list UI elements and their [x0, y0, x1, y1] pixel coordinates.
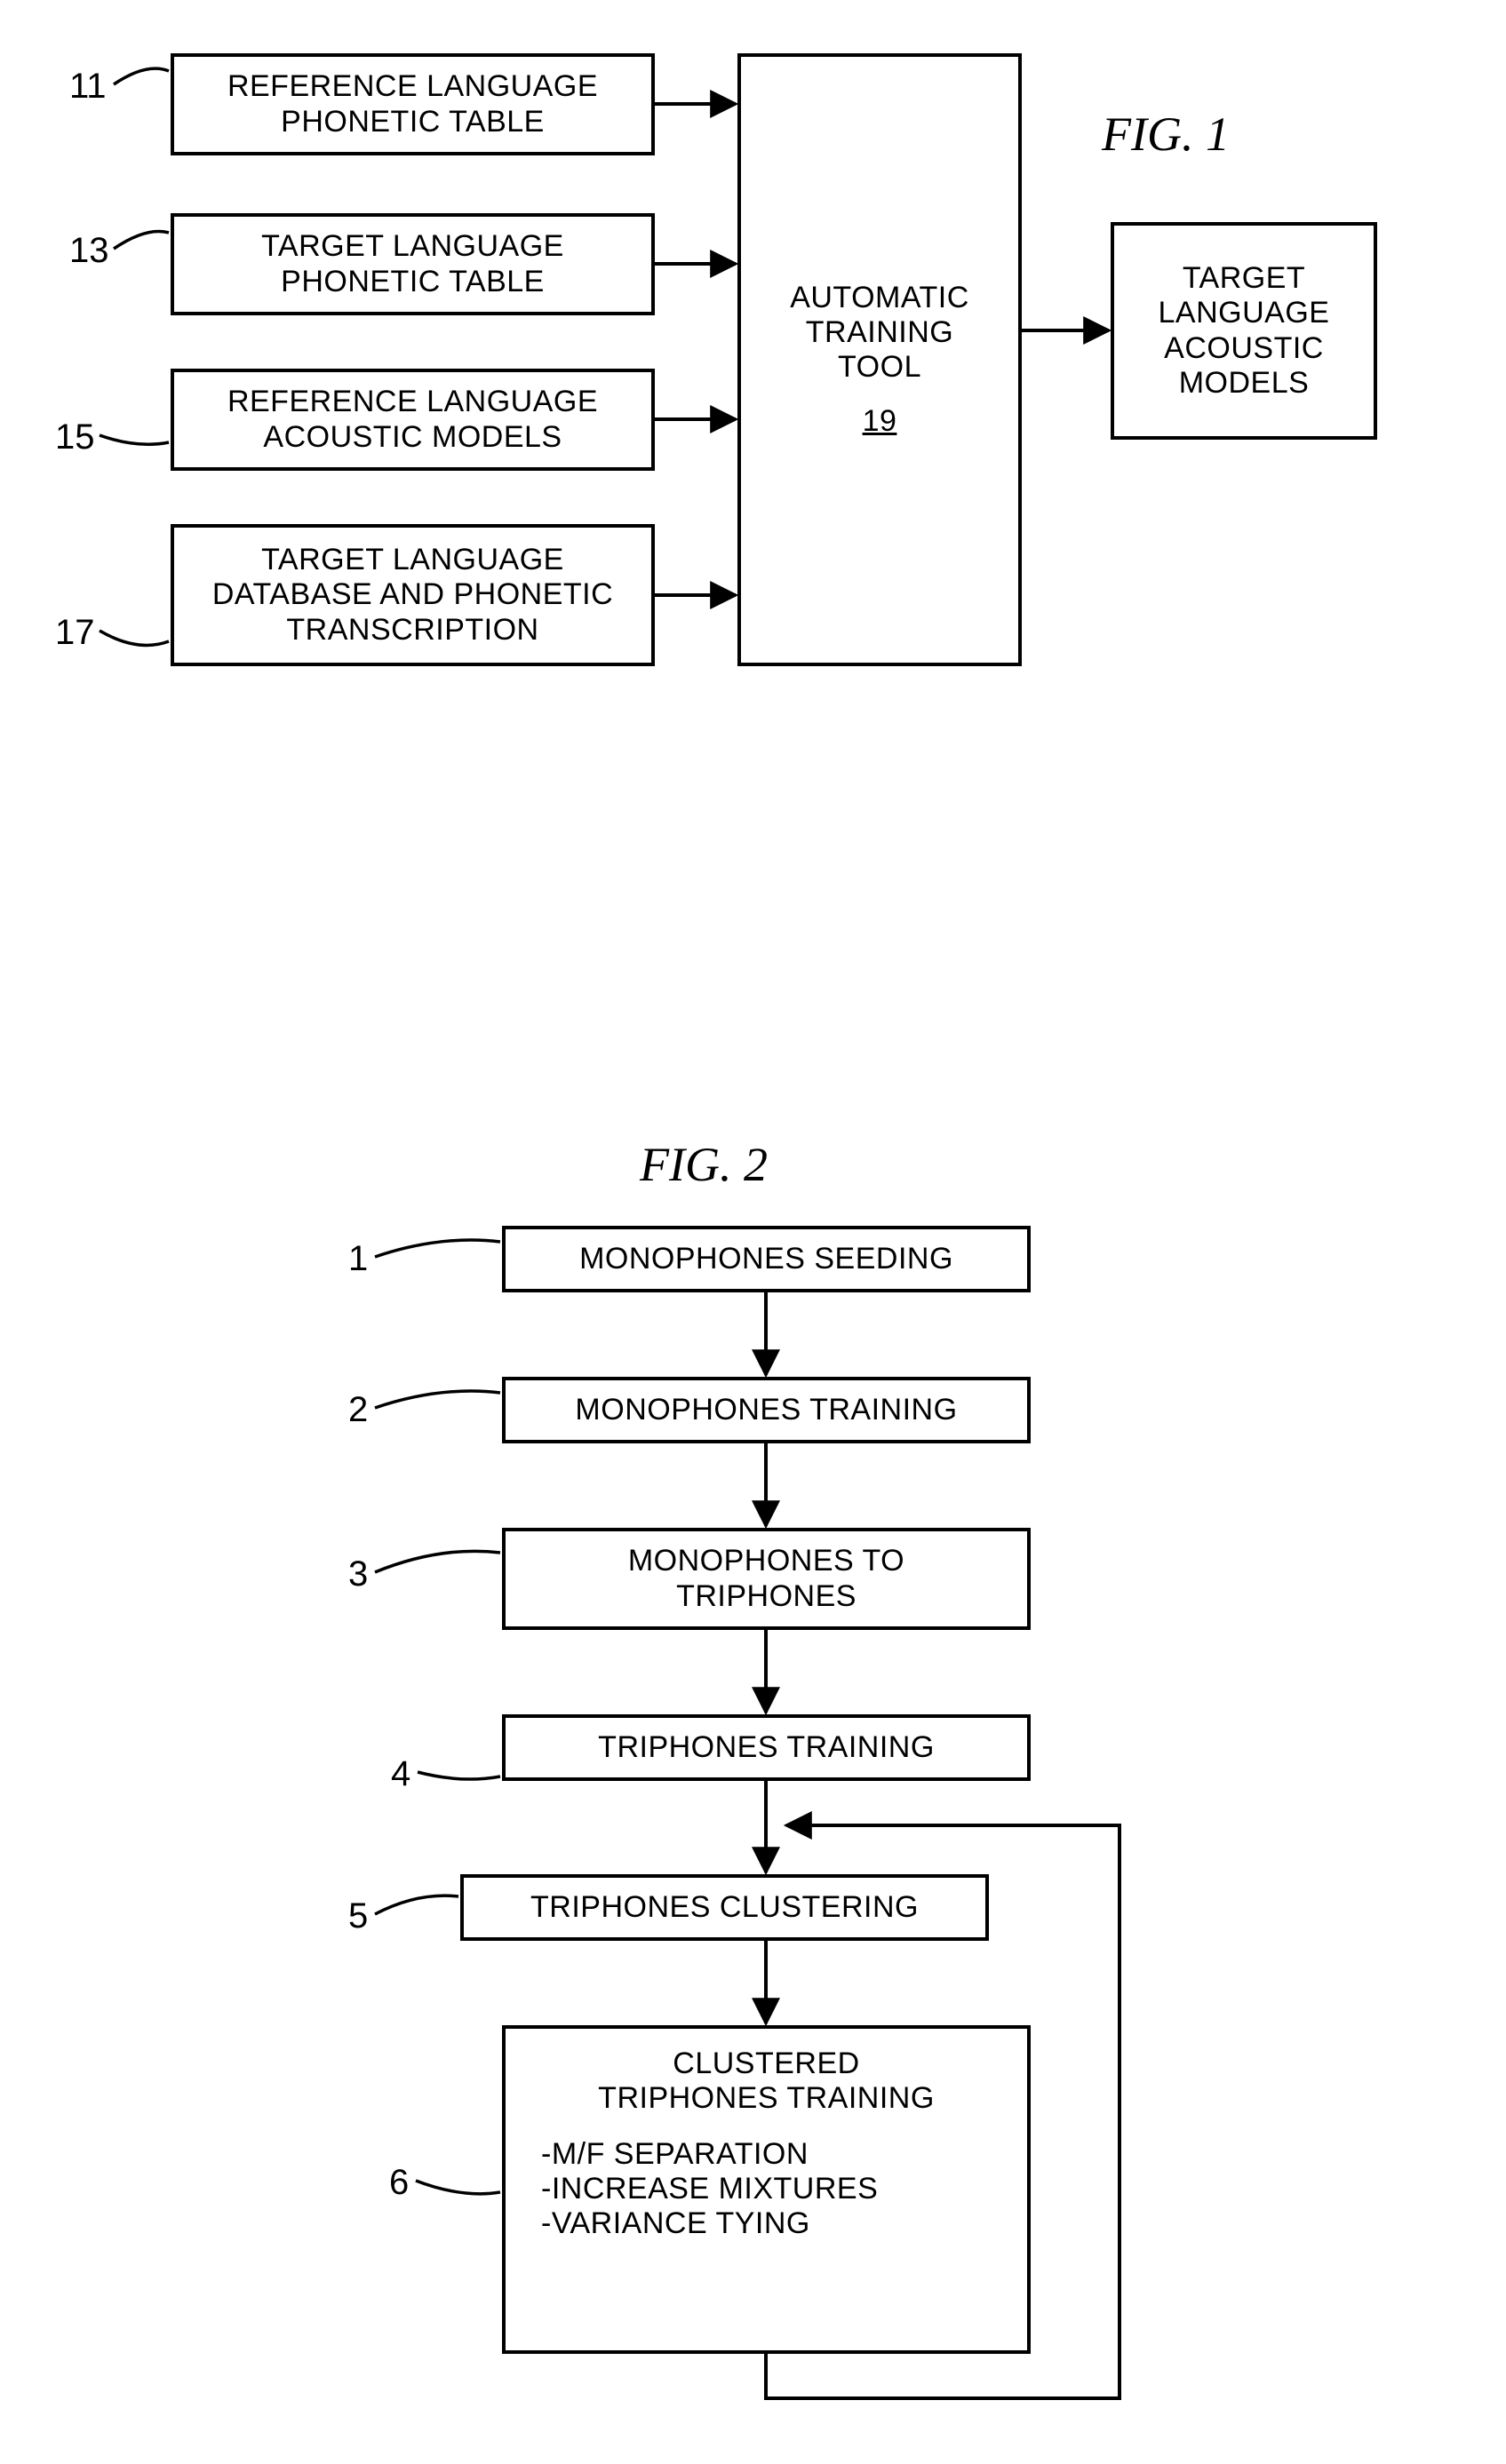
fig2-step6-bullet1: -M/F SEPARATION: [541, 2137, 878, 2172]
fig1-output-line2: LANGUAGE: [1159, 296, 1330, 330]
fig2-ref-1: 1: [348, 1239, 368, 1279]
leader-15: [100, 435, 169, 444]
fig1-center-ref19: 19: [863, 404, 897, 439]
fig2-step2-text: MONOPHONES TRAINING: [575, 1393, 957, 1427]
fig1-ref-15: 15: [55, 417, 95, 457]
fig1-center-automatic-training-tool: AUTOMATIC TRAINING TOOL 19: [737, 53, 1022, 666]
fig2-step3-line1: MONOPHONES TO: [628, 1544, 904, 1578]
fig2-step1-text: MONOPHONES SEEDING: [579, 1242, 953, 1276]
fig2-step5-triphones-clustering: TRIPHONES CLUSTERING: [460, 1874, 989, 1941]
leader-6: [416, 2181, 500, 2194]
leader-2: [375, 1391, 500, 1408]
fig2-ref-2: 2: [348, 1390, 368, 1430]
fig2-ref-5: 5: [348, 1896, 368, 1936]
fig1-input-ref-lang-phonetic-table: REFERENCE LANGUAGE PHONETIC TABLE: [171, 53, 655, 155]
fig1-ref-17: 17: [55, 613, 95, 653]
fig1-center-line2: TRAINING: [806, 315, 953, 350]
fig2-step3-line2: TRIPHONES: [676, 1579, 857, 1614]
fig2-ref-6: 6: [389, 2163, 409, 2203]
fig2-step6-clustered-triphones-training: CLUSTERED TRIPHONES TRAINING -M/F SEPARA…: [502, 2025, 1031, 2354]
fig2-step3-monophones-to-triphones: MONOPHONES TO TRIPHONES: [502, 1528, 1031, 1630]
fig2-step6-title-line1: CLUSTERED: [598, 2047, 935, 2081]
leader-17: [100, 631, 169, 645]
fig1-input4-line1: TARGET LANGUAGE: [261, 543, 564, 577]
leader-3: [375, 1551, 500, 1572]
fig1-output-target-lang-acoustic-models: TARGET LANGUAGE ACOUSTIC MODELS: [1111, 222, 1377, 440]
fig1-output-line4: MODELS: [1179, 366, 1310, 401]
fig1-input3-line1: REFERENCE LANGUAGE: [227, 385, 598, 419]
fig1-input4-line3: TRANSCRIPTION: [286, 613, 538, 648]
fig1-input-ref-lang-acoustic-models: REFERENCE LANGUAGE ACOUSTIC MODELS: [171, 369, 655, 471]
fig1-ref-13: 13: [69, 231, 109, 271]
leader-11: [114, 68, 169, 84]
fig2-step6-title-line2: TRIPHONES TRAINING: [598, 2081, 935, 2116]
fig1-output-line3: ACOUSTIC: [1164, 331, 1324, 366]
fig2-step6-title: CLUSTERED TRIPHONES TRAINING: [598, 2047, 935, 2116]
leader-5: [375, 1896, 458, 1914]
fig1-ref-11: 11: [69, 67, 107, 107]
fig1-input-target-lang-database: TARGET LANGUAGE DATABASE AND PHONETIC TR…: [171, 524, 655, 666]
fig2-label: FIG. 2: [640, 1137, 768, 1192]
leader-13: [114, 231, 169, 249]
fig1-input4-line2: DATABASE AND PHONETIC: [212, 577, 613, 612]
fig2-step6-bullet2: -INCREASE MIXTURES: [541, 2172, 878, 2206]
leader-4: [418, 1772, 500, 1779]
leader-1: [375, 1240, 500, 1257]
fig2-step6-bullets: -M/F SEPARATION -INCREASE MIXTURES -VARI…: [506, 2137, 878, 2241]
fig2-step6-bullet3: -VARIANCE TYING: [541, 2206, 878, 2241]
fig2-step1-monophones-seeding: MONOPHONES SEEDING: [502, 1226, 1031, 1292]
fig1-input3-line2: ACOUSTIC MODELS: [263, 420, 562, 455]
fig1-center-line3: TOOL: [838, 350, 921, 385]
fig1-input1-line1: REFERENCE LANGUAGE: [227, 69, 598, 104]
fig1-input1-line2: PHONETIC TABLE: [281, 105, 545, 139]
fig1-input-target-lang-phonetic-table: TARGET LANGUAGE PHONETIC TABLE: [171, 213, 655, 315]
fig1-input2-line1: TARGET LANGUAGE: [261, 229, 564, 264]
fig2-step2-monophones-training: MONOPHONES TRAINING: [502, 1377, 1031, 1443]
fig1-output-line1: TARGET: [1183, 261, 1305, 296]
fig2-step4-text: TRIPHONES TRAINING: [598, 1730, 935, 1765]
fig1-center-line1: AUTOMATIC: [790, 281, 969, 315]
fig2-step4-triphones-training: TRIPHONES TRAINING: [502, 1714, 1031, 1781]
fig2-ref-3: 3: [348, 1554, 368, 1594]
fig1-input2-line2: PHONETIC TABLE: [281, 265, 545, 299]
fig2-ref-4: 4: [391, 1754, 410, 1794]
fig2-step5-text: TRIPHONES CLUSTERING: [530, 1890, 919, 1925]
fig1-label: FIG. 1: [1102, 107, 1230, 162]
